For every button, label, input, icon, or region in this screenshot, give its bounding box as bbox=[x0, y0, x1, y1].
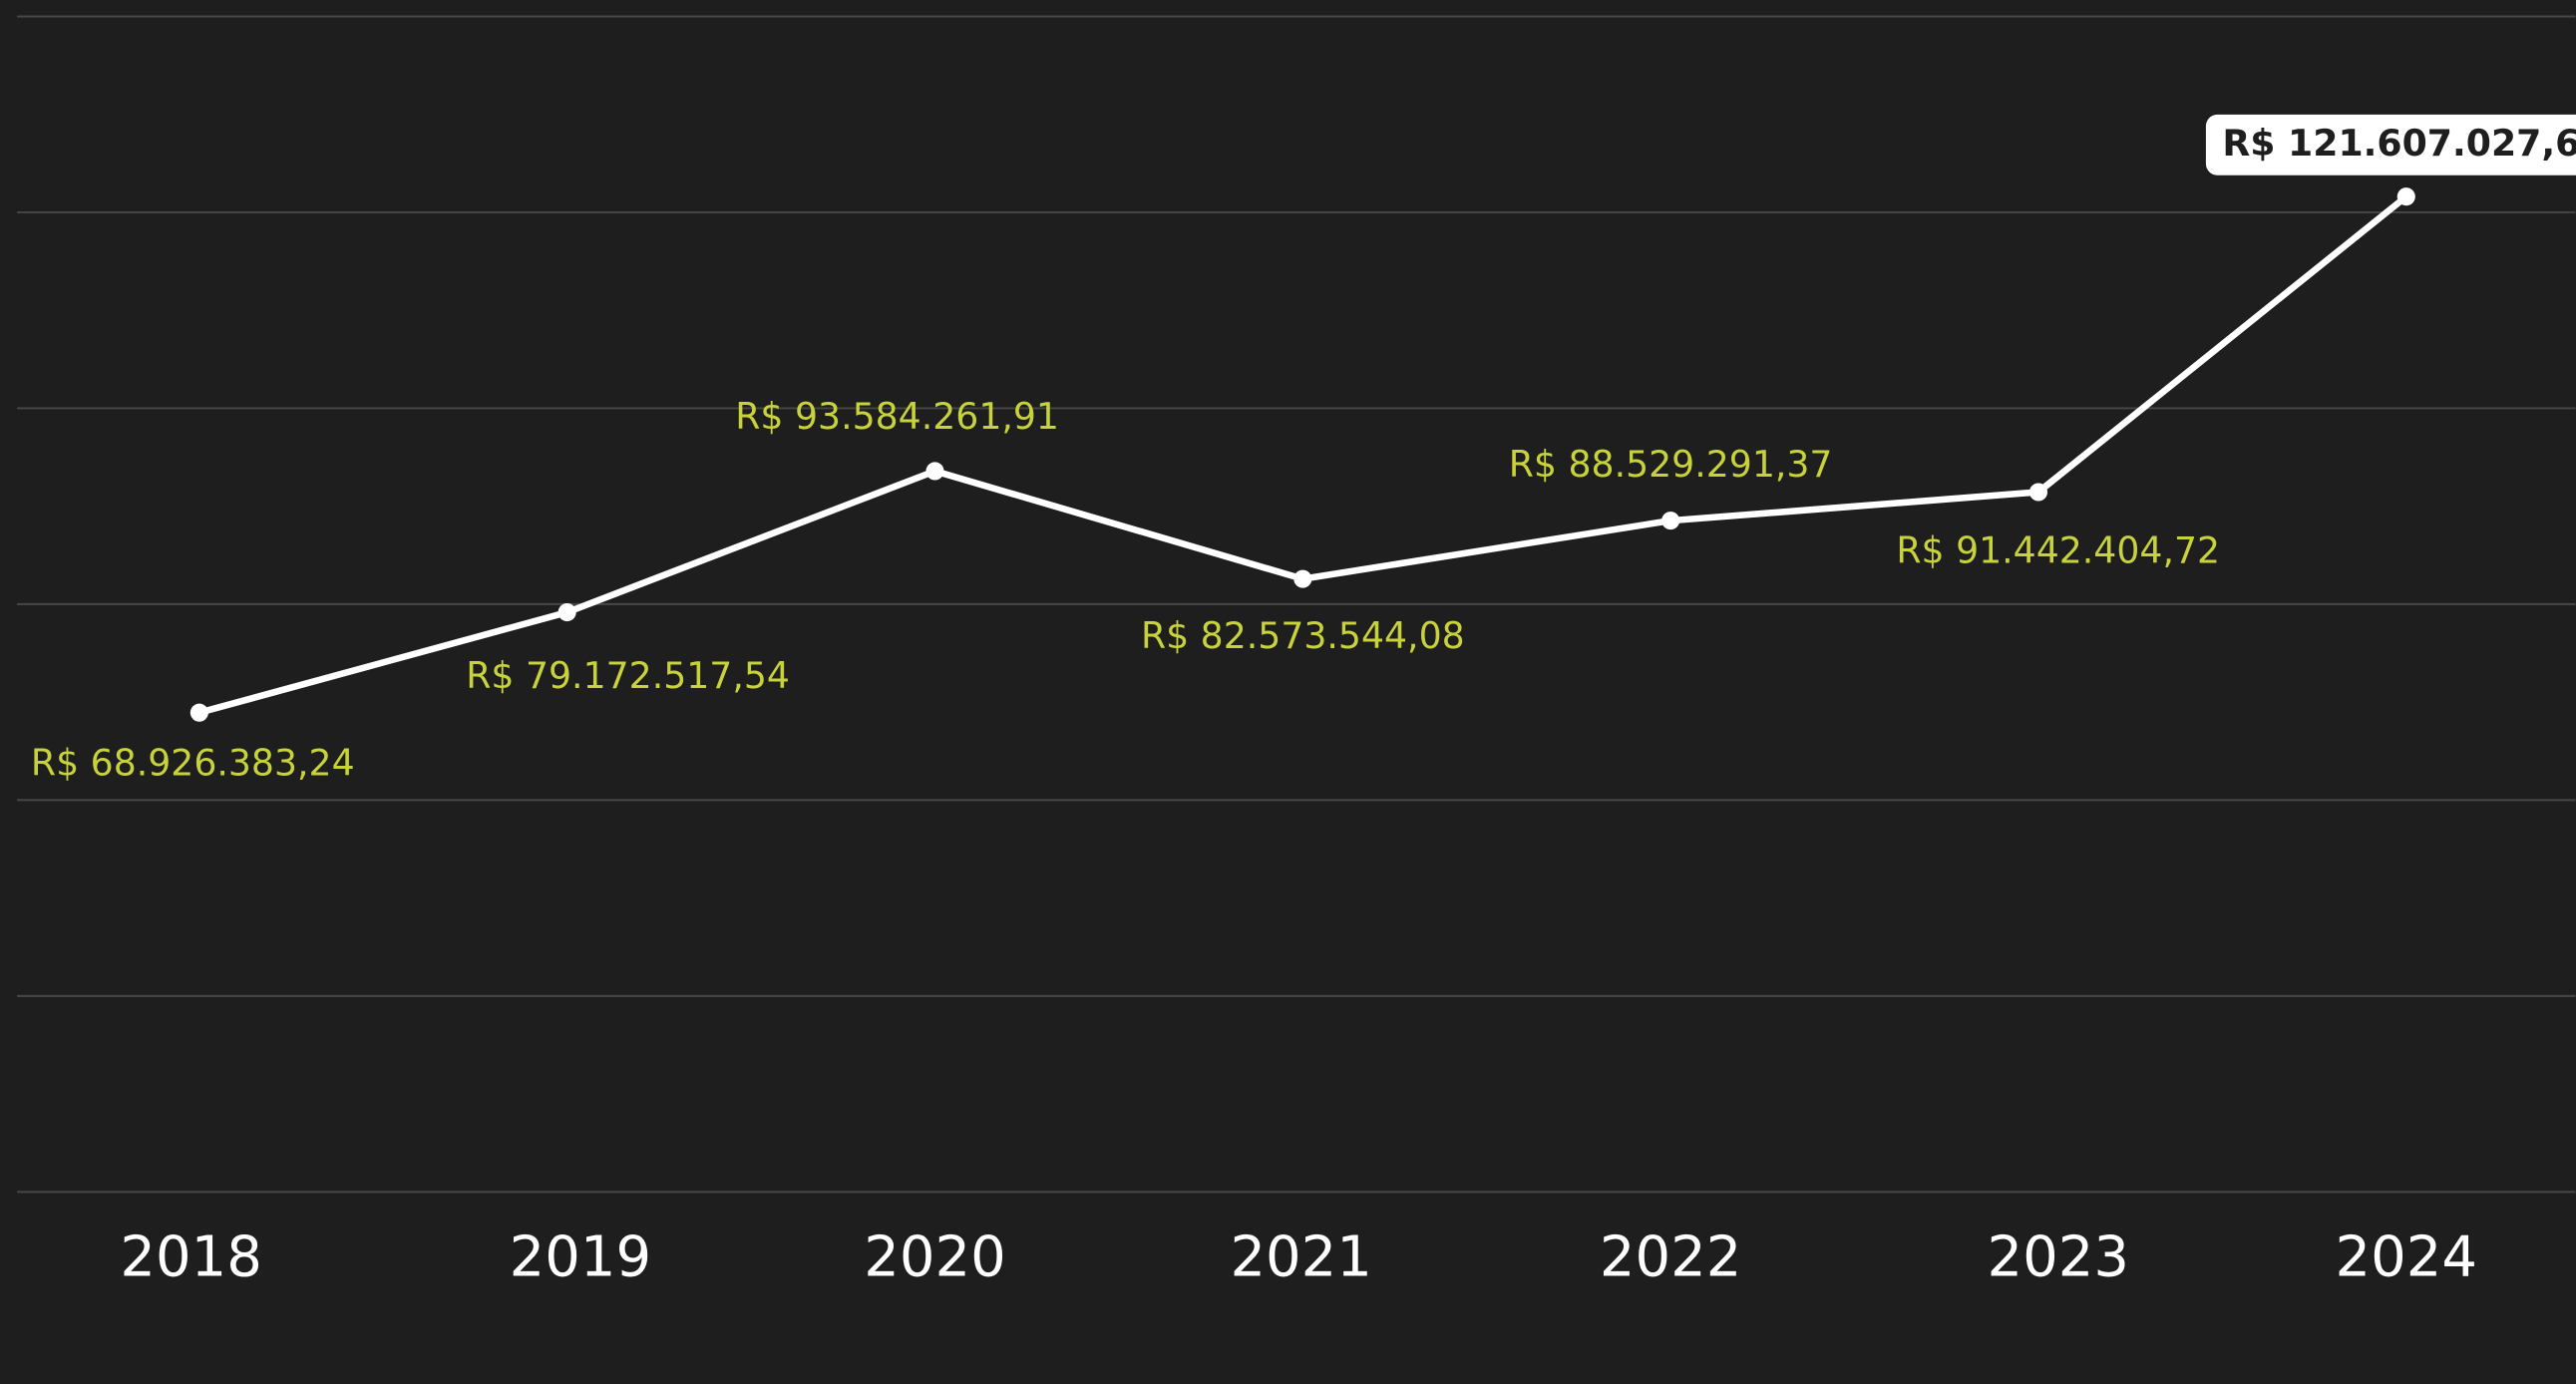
point bbox=[925, 462, 944, 481]
x-tick-label: 2024 bbox=[2336, 1225, 2477, 1290]
x-tick-label: 2021 bbox=[1230, 1225, 1371, 1290]
data-label: R$ 121.607.027,62 bbox=[2222, 122, 2576, 165]
label-box bbox=[2205, 114, 2576, 175]
point bbox=[557, 602, 576, 622]
x-tick-label: 2023 bbox=[1987, 1225, 2128, 1290]
point bbox=[1293, 569, 1312, 588]
data-label: R$ 91.442.404,72 bbox=[1896, 528, 2220, 571]
point bbox=[2028, 483, 2048, 502]
x-tick-label: 2019 bbox=[510, 1225, 651, 1290]
x-tick-label: 2022 bbox=[1600, 1225, 1741, 1290]
data-label: R$ 82.573.544,08 bbox=[1141, 614, 1465, 657]
point bbox=[2396, 187, 2415, 206]
x-tick-label: 2020 bbox=[864, 1225, 1005, 1290]
data-label: R$ 68.926.383,24 bbox=[31, 741, 355, 784]
point bbox=[1661, 512, 1680, 530]
data-label: R$ 88.529.291,37 bbox=[1509, 443, 1833, 486]
point bbox=[189, 703, 208, 722]
x-tick-label: 2018 bbox=[120, 1225, 261, 1290]
data-label: R$ 93.584.261,91 bbox=[735, 395, 1059, 438]
data-label: R$ 79.172.517,54 bbox=[466, 654, 790, 697]
